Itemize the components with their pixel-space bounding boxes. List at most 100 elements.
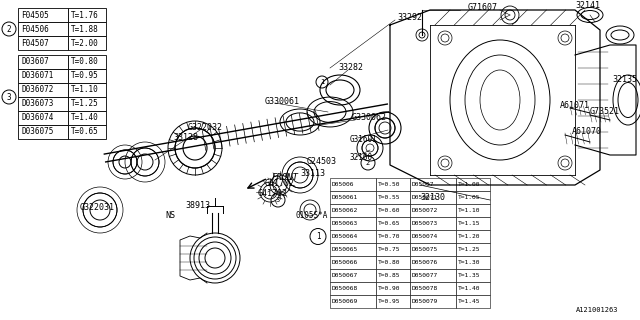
Bar [18, 83, 68, 97]
Text: T=1.05: T=1.05 [458, 195, 481, 200]
Text: D050061: D050061 [332, 195, 358, 200]
Text: 33113: 33113 [300, 169, 325, 178]
Bar [330, 269, 376, 282]
Text: T=1.45: T=1.45 [458, 299, 481, 304]
Text: D050071: D050071 [412, 195, 438, 200]
Text: G73521: G73521 [590, 108, 620, 116]
Text: D050073: D050073 [412, 221, 438, 226]
Text: T=0.95: T=0.95 [378, 299, 401, 304]
Text: G31601: G31601 [350, 135, 378, 145]
Text: T=0.85: T=0.85 [378, 273, 401, 278]
Bar [68, 22, 106, 36]
Text: D036074: D036074 [21, 114, 53, 123]
Text: D050079: D050079 [412, 299, 438, 304]
Text: T=0.70: T=0.70 [378, 234, 401, 239]
Bar [410, 230, 456, 243]
Text: T=0.95: T=0.95 [71, 71, 99, 81]
Text: 2: 2 [6, 25, 12, 34]
Text: G41702: G41702 [258, 188, 288, 197]
Bar [330, 243, 376, 256]
Bar [456, 256, 490, 269]
Bar [18, 55, 68, 69]
Bar [376, 204, 410, 217]
Bar [410, 269, 456, 282]
Bar [68, 69, 106, 83]
Text: D050077: D050077 [412, 273, 438, 278]
Bar [456, 191, 490, 204]
Text: D05007: D05007 [412, 182, 435, 187]
Bar [376, 230, 410, 243]
Text: D050074: D050074 [412, 234, 438, 239]
Bar [410, 217, 456, 230]
Bar [376, 178, 410, 191]
Bar [410, 178, 456, 191]
Text: T=0.50: T=0.50 [378, 182, 401, 187]
Text: D050069: D050069 [332, 299, 358, 304]
Text: T=0.65: T=0.65 [378, 221, 401, 226]
Bar [68, 8, 106, 22]
Bar [330, 204, 376, 217]
Text: 2: 2 [366, 160, 370, 166]
Bar [68, 36, 106, 50]
Text: T=1.15: T=1.15 [458, 221, 481, 226]
Text: D050067: D050067 [332, 273, 358, 278]
Text: D050064: D050064 [332, 234, 358, 239]
Bar [18, 8, 68, 22]
Text: T=1.30: T=1.30 [458, 260, 481, 265]
Bar [330, 178, 376, 191]
Bar [456, 269, 490, 282]
Bar [376, 191, 410, 204]
Text: T=1.20: T=1.20 [458, 234, 481, 239]
Text: D050072: D050072 [412, 208, 438, 213]
Bar [456, 178, 490, 191]
Text: D050066: D050066 [332, 260, 358, 265]
Text: 1: 1 [316, 232, 320, 241]
Text: 33282: 33282 [338, 63, 363, 73]
Text: 38913: 38913 [185, 201, 210, 210]
Bar [410, 243, 456, 256]
Bar [330, 217, 376, 230]
Text: D05006: D05006 [332, 182, 355, 187]
Text: G322032: G322032 [188, 124, 223, 132]
Bar [330, 191, 376, 204]
Text: D050068: D050068 [332, 286, 358, 291]
Text: D050076: D050076 [412, 260, 438, 265]
Text: T=1.40: T=1.40 [71, 114, 99, 123]
Bar [330, 282, 376, 295]
Text: 1: 1 [320, 79, 324, 85]
Text: G330062: G330062 [352, 114, 387, 123]
Text: 33128: 33128 [173, 133, 198, 142]
Bar [330, 256, 376, 269]
Bar [456, 295, 490, 308]
Text: F04506: F04506 [21, 25, 49, 34]
Text: 0105S*A: 0105S*A [295, 211, 328, 220]
Text: T=1.76: T=1.76 [71, 11, 99, 20]
Bar [376, 282, 410, 295]
Text: G41702: G41702 [265, 179, 295, 188]
Bar [376, 243, 410, 256]
Text: A61071: A61071 [560, 100, 590, 109]
Bar [456, 217, 490, 230]
Text: 3: 3 [276, 197, 280, 203]
Bar [330, 230, 376, 243]
Text: T=1.40: T=1.40 [458, 286, 481, 291]
Text: NS: NS [165, 211, 175, 220]
Bar [18, 22, 68, 36]
Text: T=1.25: T=1.25 [71, 100, 99, 108]
Bar [18, 97, 68, 111]
Text: G330061: G330061 [265, 98, 300, 107]
Bar [376, 256, 410, 269]
Bar [410, 191, 456, 204]
Bar [68, 125, 106, 139]
Text: D050078: D050078 [412, 286, 438, 291]
Text: T=1.10: T=1.10 [71, 85, 99, 94]
Bar [410, 295, 456, 308]
Text: T=0.55: T=0.55 [378, 195, 401, 200]
Bar [456, 204, 490, 217]
Bar [376, 269, 410, 282]
Bar [410, 204, 456, 217]
Bar [18, 69, 68, 83]
Text: T=2.00: T=2.00 [71, 38, 99, 47]
Text: D036071: D036071 [21, 71, 53, 81]
Bar [68, 55, 106, 69]
